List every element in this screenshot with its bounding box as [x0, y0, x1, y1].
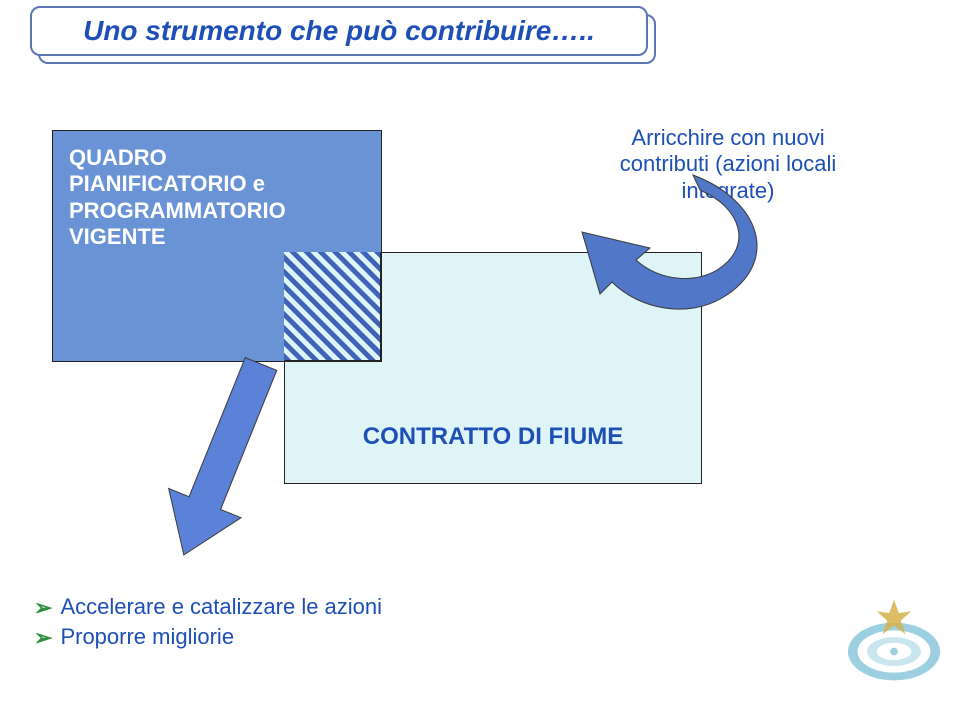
quadro-label-line: QUADRO	[69, 145, 365, 171]
bullet-text: Proporre migliorie	[60, 622, 234, 652]
quadro-label-line: PIANIFICATORIO e	[69, 171, 365, 197]
quadro-label: QUADROPIANIFICATORIO ePROGRAMMATORIOVIGE…	[53, 131, 381, 265]
overlap-hatch	[284, 252, 381, 361]
slide-stage: Uno strumento che può contribuire….. CON…	[0, 0, 960, 705]
corner-logo-icon	[846, 592, 942, 688]
down-arrow-icon	[146, 349, 297, 574]
quadro-label-line: PROGRAMMATORIO	[69, 198, 365, 224]
contratto-label: CONTRATTO DI FIUME	[285, 423, 701, 451]
bullet-item: ➢ Proporre migliorie	[34, 622, 382, 652]
title-frame-front: Uno strumento che può contribuire…..	[30, 6, 648, 56]
slide-title: Uno strumento che può contribuire…..	[83, 15, 595, 47]
chevron-icon: ➢	[34, 593, 52, 623]
bullet-item: ➢ Accelerare e catalizzare le azioni	[34, 592, 382, 622]
enrich-line: integrate)	[578, 178, 878, 204]
chevron-icon: ➢	[34, 623, 52, 653]
enrich-text: Arricchire con nuovicontributi (azioni l…	[578, 125, 878, 204]
bullet-list: ➢ Accelerare e catalizzare le azioni ➢ P…	[34, 592, 382, 651]
quadro-label-line: VIGENTE	[69, 224, 365, 250]
enrich-line: contributi (azioni locali	[578, 151, 878, 177]
enrich-line: Arricchire con nuovi	[578, 125, 878, 151]
bullet-text: Accelerare e catalizzare le azioni	[60, 592, 382, 622]
